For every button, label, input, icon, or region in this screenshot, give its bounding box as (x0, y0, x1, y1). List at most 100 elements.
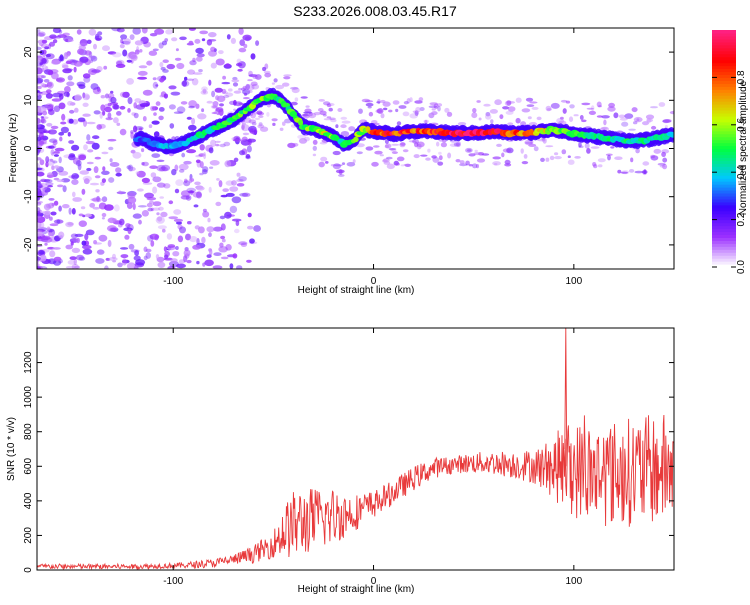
heatmap-cell (82, 175, 92, 182)
heatmap-cell (247, 90, 253, 93)
heatmap-cell (101, 217, 105, 220)
heatmap-cell (91, 69, 101, 73)
colorbar-segment (712, 184, 736, 188)
heatmap-cell (37, 157, 42, 161)
heatmap-cell (77, 163, 82, 171)
heatmap-cell (134, 49, 140, 55)
heatmap-cell (92, 135, 100, 140)
heatmap-cell (152, 48, 159, 52)
heatmap-cell (201, 236, 206, 244)
heatmap-cell (71, 144, 80, 151)
heatmap-cell (581, 102, 591, 106)
heatmap-cell (166, 63, 176, 70)
heatmap-cell (47, 70, 54, 76)
heatmap-cell (180, 195, 190, 200)
heatmap-cell (368, 111, 374, 117)
heatmap-cell (113, 117, 119, 124)
heatmap-cell (657, 162, 666, 166)
heatmap-cell (68, 140, 75, 144)
heatmap-cell (211, 112, 218, 114)
heatmap-cell (560, 116, 564, 120)
heatmap-cell (82, 73, 91, 79)
heatmap-cell (141, 162, 145, 166)
heatmap-cell (45, 53, 52, 58)
heatmap-cell (43, 79, 50, 83)
heatmap-cell (45, 93, 53, 99)
heatmap-cell (142, 116, 147, 122)
heatmap-cell (65, 68, 73, 72)
colorbar-segment (712, 101, 736, 105)
heatmap-cell (526, 104, 535, 107)
heatmap-cell (300, 96, 308, 99)
heatmap-cell (40, 179, 51, 183)
snr-y-label: SNR (10 * v/v) (6, 417, 17, 481)
heatmap-cell (226, 34, 231, 40)
heatmap-cell (186, 78, 195, 81)
heatmap-cell (37, 207, 41, 214)
heatmap-cell (152, 77, 157, 81)
heatmap-cell (122, 91, 130, 98)
heatmap-cell (550, 102, 560, 109)
heatmap-cell (617, 169, 622, 174)
heatmap-cell (158, 206, 164, 211)
colorbar-segment (712, 130, 736, 135)
heatmap-cell (134, 250, 140, 256)
colorbar-ticks: 0.0 0.2 0.4 0.6 0.8 (712, 70, 747, 274)
heatmap-cell (471, 112, 478, 119)
heatmap-cell (98, 234, 108, 242)
heatmap-cell (41, 187, 45, 195)
heatmap-cell (74, 94, 82, 101)
heatmap-cell (81, 240, 87, 246)
heatmap-cell (164, 38, 169, 42)
heatmap-cell (139, 102, 150, 107)
heatmap-cell (186, 149, 197, 154)
heatmap-cell (214, 140, 221, 143)
heatmap-cell (209, 166, 214, 169)
colorbar-segment (712, 71, 736, 76)
snr-y-ticks: 0 200 400 600 800 1000 1200 (23, 351, 674, 573)
colorbar-segment (712, 201, 736, 206)
heatmap-cell (352, 159, 356, 164)
heatmap-cell (156, 182, 166, 188)
heatmap-cell (236, 265, 243, 269)
heatmap-cell (521, 161, 529, 165)
heatmap-cell (120, 247, 129, 250)
heatmap-cell (432, 156, 440, 163)
heatmap-cell (65, 52, 71, 57)
heatmap-cell (48, 129, 57, 135)
heatmap-cell (101, 196, 108, 203)
heatmap-cell (229, 205, 238, 214)
heatmap-cell (213, 226, 223, 232)
heatmap-cell (73, 60, 83, 67)
heatmap-cell (71, 173, 79, 180)
heatmap-cell (149, 233, 160, 240)
heatmap-cell (62, 185, 67, 193)
heatmap-cell (73, 174, 80, 179)
heatmap-cell (180, 190, 191, 197)
colorbar-segment (712, 50, 736, 55)
heatmap-cell (318, 161, 325, 168)
heatmap-cell (58, 102, 66, 110)
heatmap-cell (618, 114, 626, 119)
heatmap-cell (71, 247, 81, 253)
heatmap-cell (613, 112, 619, 119)
heatmap-cell (507, 122, 514, 126)
heatmap-cell (633, 116, 643, 123)
heatmap-cell (155, 84, 159, 87)
heatmap-cell (49, 34, 57, 39)
heatmap-cell (266, 112, 270, 117)
colorbar-segment (712, 225, 736, 230)
heatmap-cell (60, 121, 67, 125)
heatmap-cell (40, 254, 47, 262)
heatmap-cell (562, 108, 567, 114)
heatmap-cell (605, 153, 613, 156)
heatmap-cell (533, 146, 539, 152)
heatmap-cell (49, 158, 54, 162)
heatmap-cell (170, 258, 178, 263)
heatmap-cell (379, 154, 384, 157)
heatmap-cell (643, 169, 647, 175)
heatmap-cell (128, 166, 136, 172)
heatmap-cell (230, 37, 236, 45)
heatmap-cell (361, 98, 371, 103)
colorbar-segment (712, 204, 736, 209)
